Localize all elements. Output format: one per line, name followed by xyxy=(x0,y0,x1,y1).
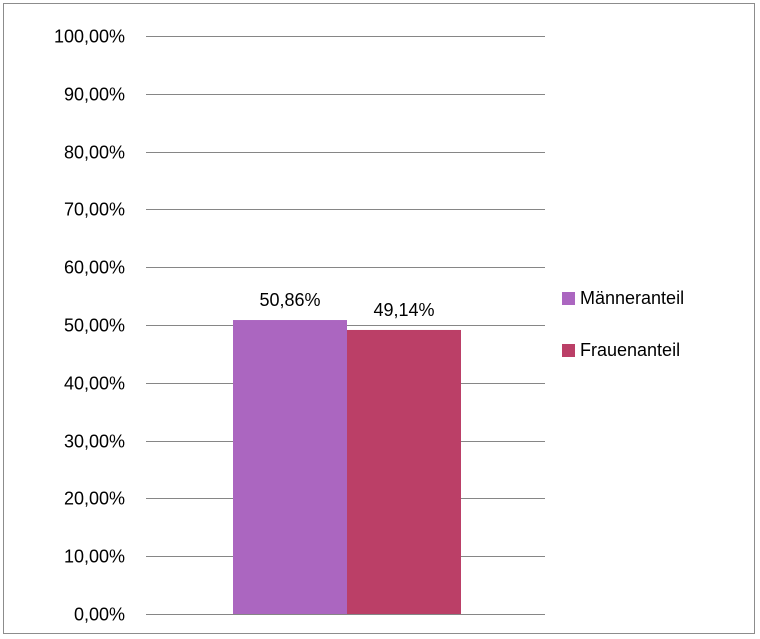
data-labels: 50,86% 49,14% xyxy=(259,290,434,320)
y-tick-label: 10,00% xyxy=(64,547,125,567)
y-tick-label: 40,00% xyxy=(64,374,125,394)
legend-label: Frauenanteil xyxy=(580,340,680,360)
legend-swatch xyxy=(562,344,575,357)
legend-label: Männeranteil xyxy=(580,288,684,308)
bar-data-label: 49,14% xyxy=(373,300,434,320)
y-tick-label: 30,00% xyxy=(64,432,125,452)
bar-data-label: 50,86% xyxy=(259,290,320,310)
gridlines xyxy=(146,36,545,615)
legend: Männeranteil Frauenanteil xyxy=(562,288,684,360)
y-tick-label: 80,00% xyxy=(64,143,125,163)
y-tick-label: 50,00% xyxy=(64,316,125,336)
y-tick-label: 70,00% xyxy=(64,200,125,220)
y-tick-label: 90,00% xyxy=(64,85,125,105)
y-tick-label: 20,00% xyxy=(64,489,125,509)
y-tick-label: 0,00% xyxy=(74,605,125,625)
bars xyxy=(233,320,461,614)
bar-frauenanteil xyxy=(347,329,461,614)
y-tick-label: 60,00% xyxy=(64,258,125,278)
y-tick-label: 100,00% xyxy=(54,27,125,47)
bar-maenneranteil xyxy=(233,320,347,614)
y-axis-tick-labels: 0,00% 10,00% 20,00% 30,00% 40,00% 50,00% 60,00… xyxy=(54,27,125,625)
legend-swatch xyxy=(562,292,575,305)
